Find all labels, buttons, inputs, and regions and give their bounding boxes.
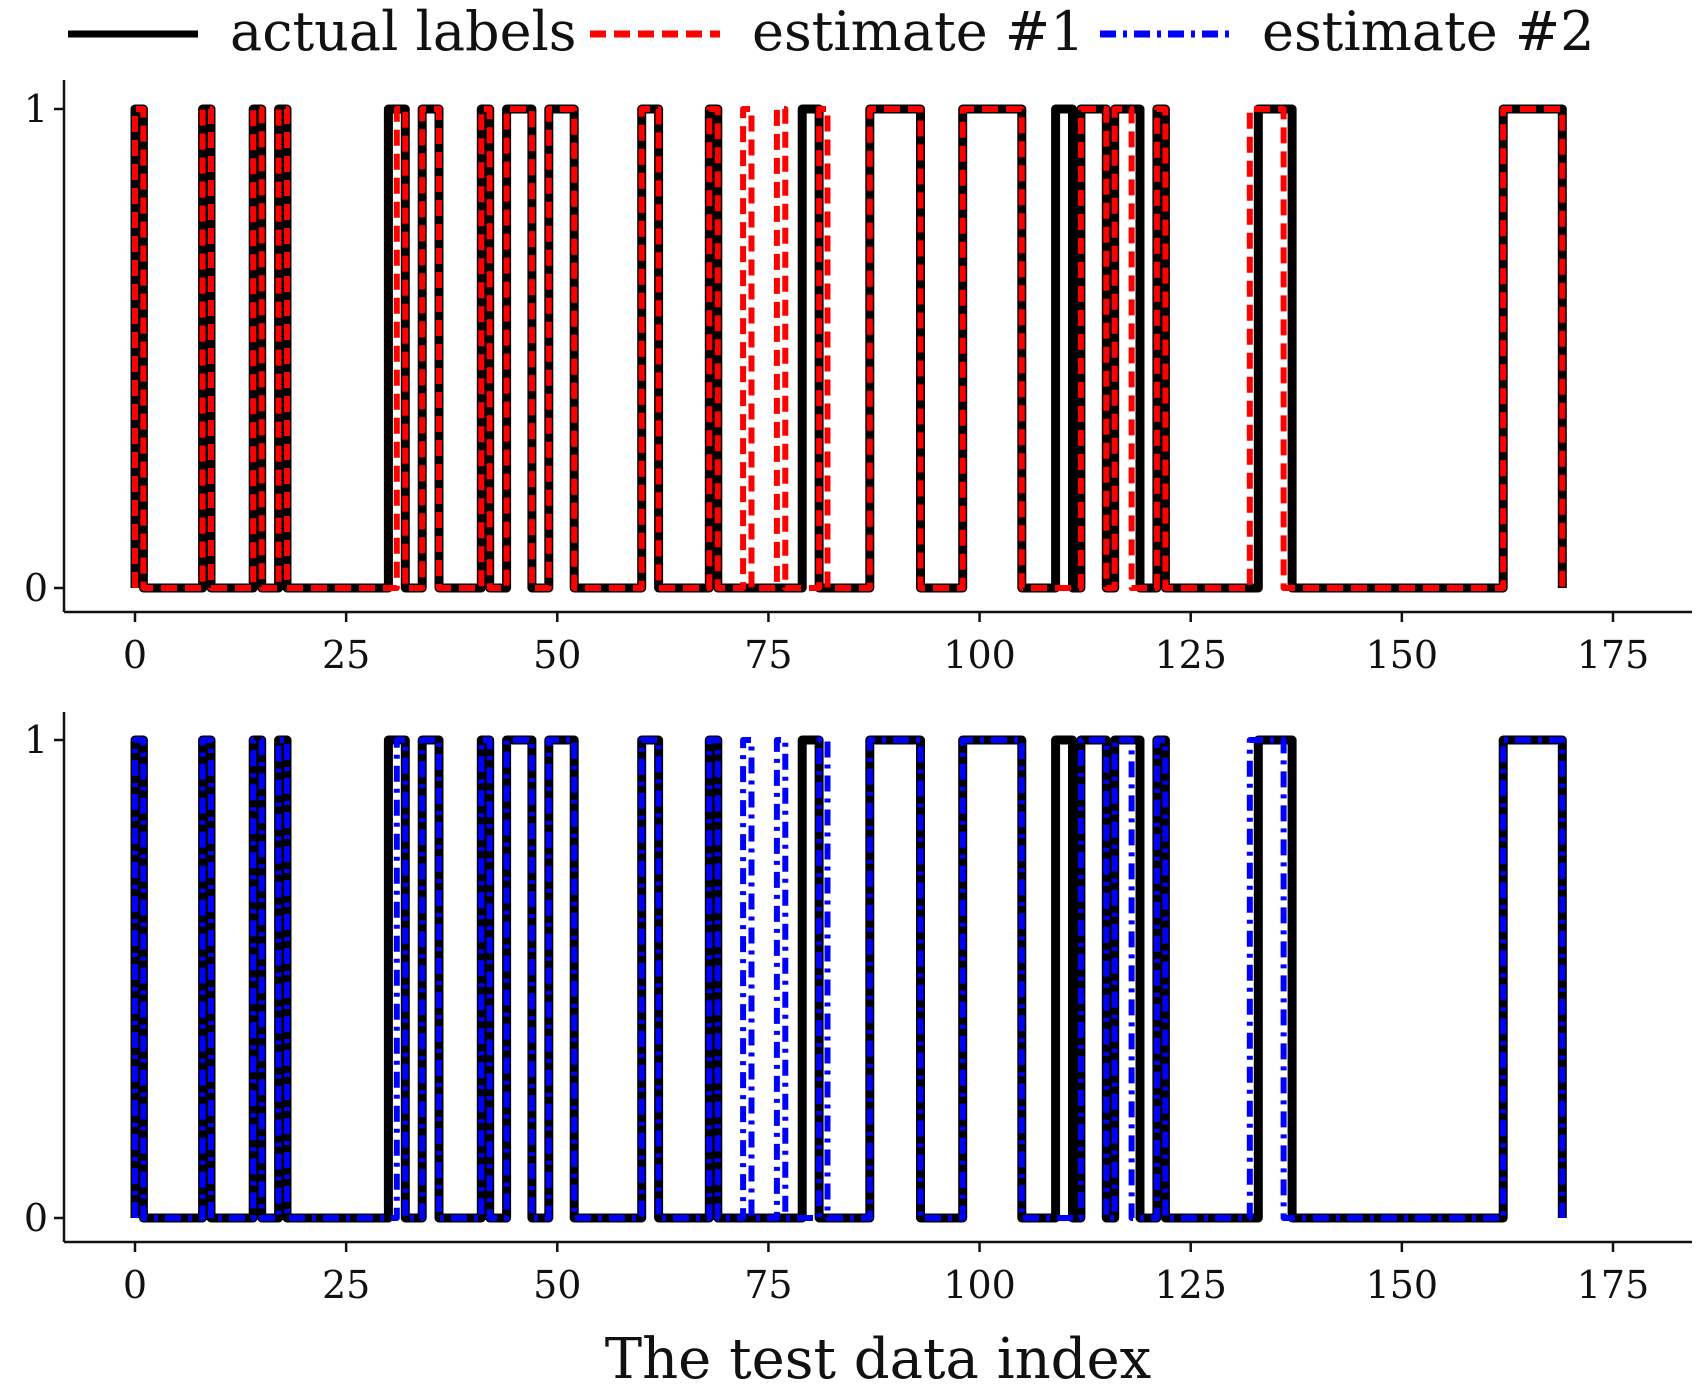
legend-label: estimate #2 [1262, 0, 1594, 63]
bottom-panel: 0 25 50 75 100 125 150 175 0 1 [24, 712, 1692, 1307]
y-tick-label: 1 [24, 87, 48, 131]
y-tick-label: 0 [24, 566, 48, 610]
series-line-actual-labels [130, 104, 1567, 593]
x-tick-label: 100 [943, 1263, 1016, 1307]
series-line-estimate-2 [132, 737, 1566, 1221]
legend: actual labels estimate #1 estimate #2 [68, 0, 1594, 63]
x-tick-label: 75 [744, 633, 792, 677]
y-tick-label: 0 [24, 1196, 48, 1240]
x-tick-label: 125 [1154, 1263, 1227, 1307]
legend-label: estimate #1 [752, 0, 1084, 63]
series-line-actual-labels [130, 735, 1567, 1223]
y-tick-label: 1 [24, 718, 48, 762]
top-panel: 0 25 50 75 100 125 150 175 0 1 [24, 80, 1692, 677]
x-tick-label: 0 [123, 1263, 147, 1307]
x-tick-label: 175 [1577, 633, 1650, 677]
x-tick-label: 125 [1154, 633, 1227, 677]
x-tick-label: 0 [123, 633, 147, 677]
x-axis-title: The test data index [605, 1327, 1152, 1392]
x-tick-label: 75 [744, 1263, 792, 1307]
x-tick-label: 50 [533, 633, 581, 677]
x-tick-label: 25 [322, 633, 370, 677]
x-tick-label: 25 [322, 1263, 370, 1307]
x-tick-label: 150 [1366, 633, 1439, 677]
series-line-estimate-1 [132, 106, 1566, 591]
x-tick-label: 50 [533, 1263, 581, 1307]
x-tick-label: 150 [1366, 1263, 1439, 1307]
legend-label: actual labels [230, 0, 577, 63]
x-tick-label: 100 [943, 633, 1016, 677]
x-tick-label: 175 [1577, 1263, 1650, 1307]
